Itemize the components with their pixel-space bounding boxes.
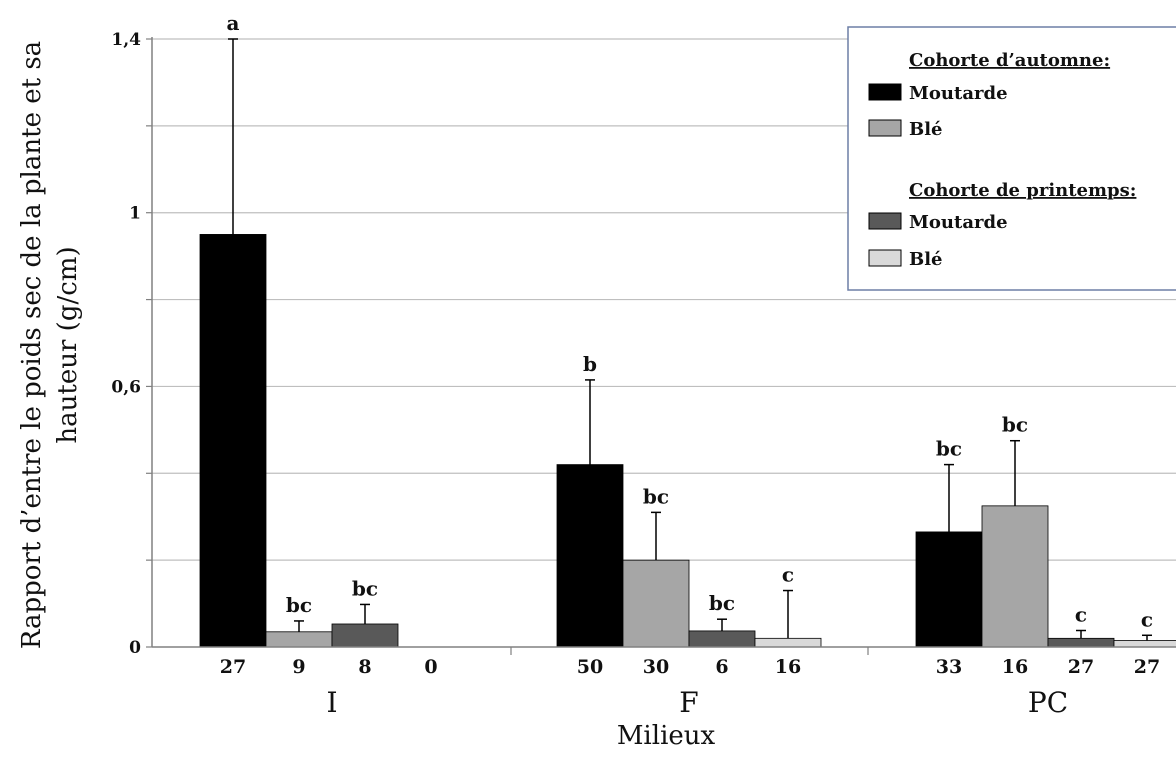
legend-title-autumn: Cohorte d’automne: — [909, 50, 1110, 71]
significance-label: bc — [936, 437, 962, 461]
sample-size-label: 9 — [292, 656, 305, 678]
bars — [199, 234, 1176, 648]
sample-size-label: 6 — [715, 656, 728, 678]
category-label: I — [326, 686, 337, 719]
legend-label-autumn-wheat: Blé — [909, 119, 943, 140]
y-tick-label: 0,6 — [111, 377, 141, 397]
legend-swatch-autumn-mustard — [868, 83, 902, 101]
x-axis-title: Milieux — [617, 721, 716, 751]
legend: Cohorte d’automne: Moutarde Blé Cohorte … — [847, 26, 1176, 291]
sample-size-label: 0 — [424, 656, 437, 678]
legend-title-spring: Cohorte de printemps: — [909, 180, 1136, 201]
significance-label: bc — [1002, 413, 1028, 437]
error-bars — [228, 38, 1152, 641]
bar — [754, 637, 822, 648]
bar — [331, 623, 399, 648]
sample-size-label: 27 — [1134, 656, 1160, 678]
sample-size-label: 27 — [1068, 656, 1094, 678]
sample-size-label: 50 — [577, 656, 603, 678]
legend-frame — [847, 26, 1176, 291]
bar — [1047, 637, 1115, 648]
significance-label: c — [1075, 602, 1087, 626]
sample-size-label: 33 — [936, 656, 962, 678]
significance-label: c — [1141, 607, 1153, 631]
significance-label: a — [227, 11, 240, 35]
bar — [622, 559, 690, 648]
bar — [688, 630, 756, 648]
bar — [981, 505, 1049, 648]
sample-size-label: 16 — [775, 656, 801, 678]
significance-label: bc — [709, 591, 735, 615]
sample-size-label: 27 — [220, 656, 246, 678]
category-label: PC — [1028, 686, 1068, 719]
y-axis-title-line-1: Rapport d’entre le poids sec de la plant… — [17, 41, 47, 649]
legend-swatch-spring-wheat — [868, 249, 902, 267]
bar — [915, 531, 983, 648]
significance-label: c — [782, 563, 794, 587]
sample-size-label: 30 — [643, 656, 669, 678]
legend-swatch-spring-mustard — [868, 212, 902, 230]
significance-label: bc — [643, 484, 669, 508]
y-axis-title-line-2: hauteur (g/cm) — [53, 246, 83, 443]
bar — [556, 464, 624, 648]
significance-label: bc — [352, 576, 378, 600]
bar — [199, 234, 267, 648]
axes: 0 0,6 1 1,4 — [111, 30, 1176, 658]
legend-label-spring-wheat: Blé — [909, 249, 943, 270]
y-tick-label: 1 — [129, 204, 141, 224]
legend-label-spring-mustard: Moutarde — [909, 212, 1008, 233]
bar — [1113, 640, 1176, 648]
legend-swatch-autumn-wheat — [868, 119, 902, 137]
bar — [265, 631, 333, 648]
significance-label: b — [583, 352, 597, 376]
y-tick-label: 1,4 — [111, 30, 141, 50]
category-label: F — [679, 686, 698, 719]
gridlines — [152, 38, 1176, 561]
y-tick-label: 0 — [129, 638, 141, 658]
significance-label: bc — [286, 593, 312, 617]
sample-size-label: 16 — [1002, 656, 1028, 678]
legend-label-autumn-mustard: Moutarde — [909, 83, 1008, 104]
sample-size-label: 8 — [358, 656, 371, 678]
